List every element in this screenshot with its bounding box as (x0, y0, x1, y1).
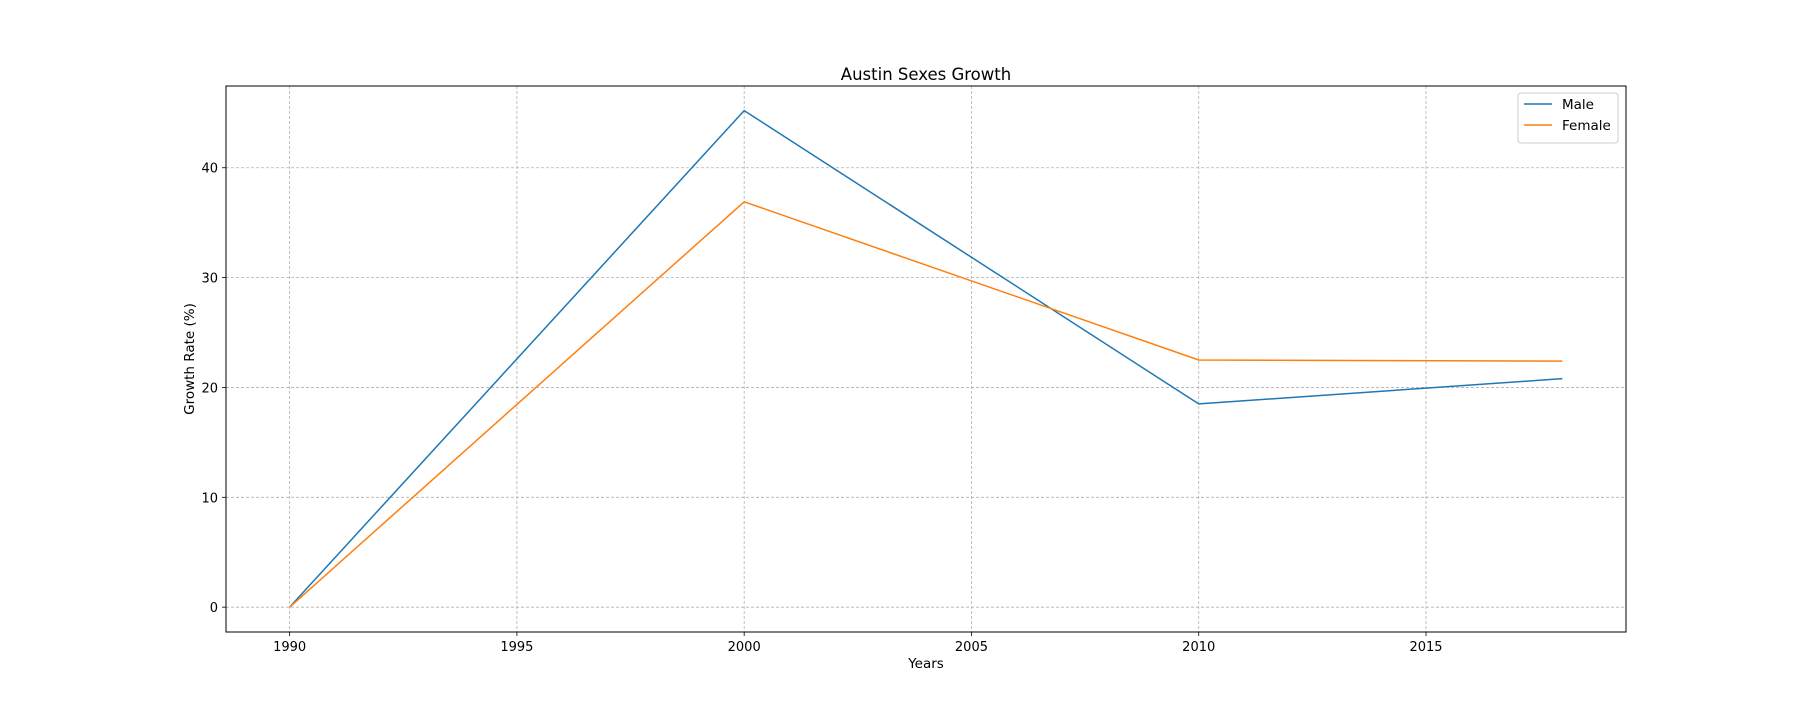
y-tick-label: 20 (201, 381, 218, 396)
legend-label: Female (1562, 118, 1611, 134)
x-tick-label: 2005 (955, 640, 988, 655)
x-tick-label: 2000 (728, 640, 761, 655)
chart-title: Austin Sexes Growth (841, 65, 1011, 84)
y-tick-label: 40 (201, 162, 218, 177)
y-axis-label: Growth Rate (%) (182, 303, 198, 415)
x-tick-label: 1990 (273, 640, 306, 655)
y-axis: 0 10 20 30 40 (201, 162, 226, 616)
legend-box (1517, 92, 1619, 144)
plot-frame (225, 85, 1627, 633)
series-line-male (289, 109, 1563, 608)
x-tick-label: 1995 (500, 640, 533, 655)
y-tick-label: 30 (201, 272, 218, 287)
legend-label: Male (1562, 97, 1594, 113)
x-axis: 1990 1995 2000 2005 2010 2015 (273, 632, 1443, 655)
x-axis-label: Years (907, 656, 944, 672)
grid (226, 86, 1626, 632)
series-lines (289, 109, 1563, 608)
series-line-female (289, 201, 1563, 608)
y-tick-label: 0 (210, 601, 218, 616)
x-tick-label: 2015 (1409, 640, 1442, 655)
x-tick-label: 2010 (1182, 640, 1215, 655)
y-tick-label: 10 (201, 491, 218, 506)
legend: Male Female (1517, 92, 1619, 144)
